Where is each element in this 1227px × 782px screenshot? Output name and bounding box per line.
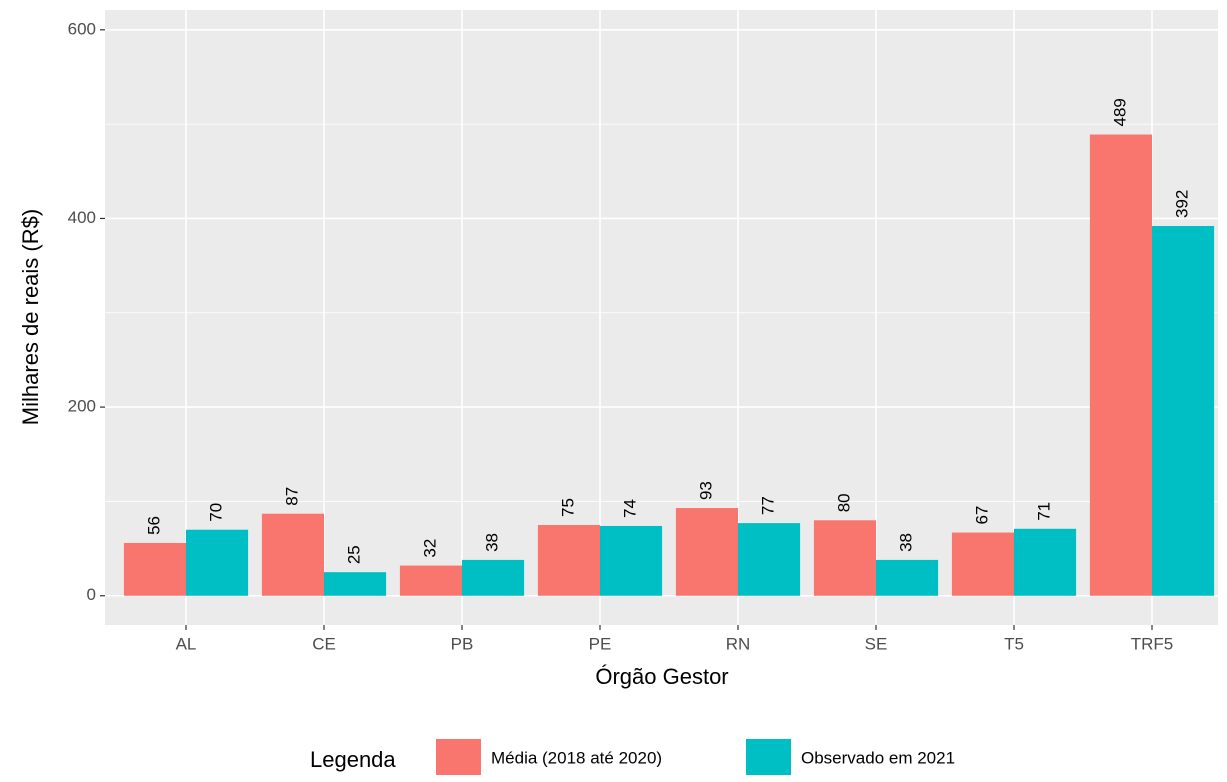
bar [537, 525, 600, 596]
bar [1152, 226, 1215, 596]
value-label: 74 [621, 499, 640, 518]
bar [1089, 134, 1152, 596]
x-tick-label: AL [176, 634, 197, 653]
legend-title: Legenda [310, 747, 396, 772]
x-tick-label: TRF5 [1131, 634, 1174, 653]
value-label: 71 [1035, 502, 1054, 521]
y-tick-label: 400 [68, 208, 96, 227]
value-label: 38 [897, 533, 916, 552]
value-label: 80 [834, 493, 853, 512]
legend-label: Observado em 2021 [801, 748, 955, 767]
bar [399, 565, 462, 596]
value-label: 87 [282, 487, 301, 506]
value-label: 93 [696, 481, 715, 500]
bar [123, 542, 186, 596]
value-label: 489 [1110, 98, 1129, 126]
value-label: 67 [972, 506, 991, 525]
y-tick-label: 200 [68, 397, 96, 416]
x-tick-label: SE [865, 634, 888, 653]
value-label: 38 [483, 533, 502, 552]
legend-key [746, 739, 791, 775]
x-tick-label: PE [589, 634, 612, 653]
x-axis-title: Órgão Gestor [595, 664, 728, 689]
value-label: 392 [1173, 190, 1192, 218]
bar [813, 520, 876, 596]
y-tick-label: 0 [87, 585, 96, 604]
y-axis-title: Milhares de reais (R$) [18, 209, 43, 425]
bar [1014, 528, 1077, 596]
bar [675, 508, 738, 596]
x-tick-label: CE [312, 634, 336, 653]
bar [186, 529, 249, 596]
bar [738, 523, 801, 596]
bar [600, 525, 663, 596]
bar [324, 572, 387, 596]
x-tick-label: RN [726, 634, 751, 653]
value-label: 77 [759, 496, 778, 515]
x-tick-label: PB [451, 634, 474, 653]
value-label: 56 [144, 516, 163, 535]
value-label: 70 [207, 503, 226, 522]
legend-label: Média (2018 até 2020) [491, 748, 662, 767]
y-tick-label: 600 [68, 19, 96, 38]
value-label: 75 [558, 498, 577, 517]
value-label: 25 [345, 545, 364, 564]
bar [876, 559, 939, 596]
bar [462, 559, 525, 596]
x-tick-label: T5 [1004, 634, 1024, 653]
value-label: 32 [420, 539, 439, 558]
bar [261, 513, 324, 596]
bar [951, 532, 1014, 596]
legend-key [436, 739, 481, 775]
